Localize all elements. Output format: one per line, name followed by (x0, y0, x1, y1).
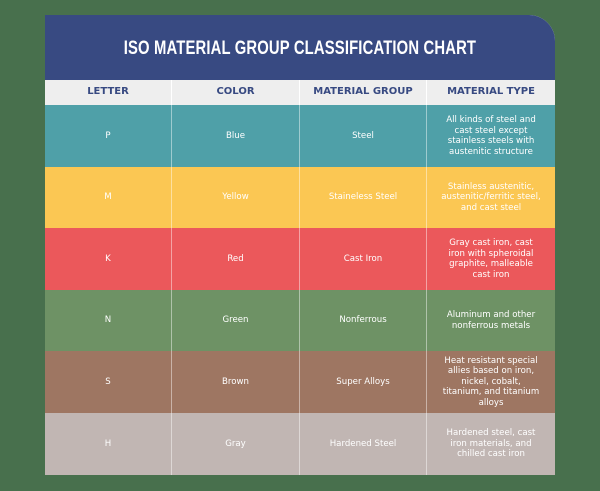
color-cell: Brown (172, 351, 300, 413)
column-header-material-type: MATERIAL TYPE (447, 86, 535, 98)
material-type-cell: All kinds of steel and cast steel except… (446, 115, 536, 157)
letter-cell: N (45, 290, 172, 351)
table-row-m: M Yellow Staineless Steel Stainless aust… (45, 167, 555, 228)
column-header-letter: LETTER (45, 80, 172, 105)
color-cell: Yellow (172, 167, 300, 228)
table-row-n: N Green Nonferrous Aluminum and other no… (45, 290, 555, 351)
table-row-h: H Gray Hardened Steel Hardened steel, ca… (45, 413, 555, 475)
table-row-p: P Blue Steel All kinds of steel and cast… (45, 105, 555, 167)
table-row-k: K Red Cast Iron Gray cast iron, cast iro… (45, 228, 555, 290)
material-group-cell: Nonferrous (300, 290, 427, 351)
material-type-cell: Aluminum and other nonferrous metals (446, 310, 536, 331)
title-bar: ISO MATERIAL GROUP CLASSIFICATION CHART (45, 15, 555, 80)
material-type-cell: Gray cast iron, cast iron with spheroida… (448, 238, 534, 280)
material-group-cell: Cast Iron (300, 228, 427, 290)
column-header-material-group: MATERIAL GROUP (300, 80, 427, 105)
material-group-cell: Hardened Steel (300, 413, 427, 475)
letter-cell: K (45, 228, 172, 290)
color-cell: Red (172, 228, 300, 290)
table-row-s: S Brown Super Alloys Heat resistant spec… (45, 351, 555, 413)
material-type-cell: Heat resistant special allies based on i… (442, 355, 540, 408)
classification-card: ISO MATERIAL GROUP CLASSIFICATION CHART … (45, 15, 555, 475)
material-type-cell: Stainless austenitic, austenitic/ferriti… (441, 181, 541, 213)
color-cell: Blue (172, 105, 300, 167)
table-header: LETTER COLOR MATERIAL GROUP MATERIAL TYP… (45, 80, 555, 105)
color-cell: Green (172, 290, 300, 351)
material-group-cell: Staineless Steel (300, 167, 427, 228)
column-header-color: COLOR (172, 80, 300, 105)
letter-cell: H (45, 413, 172, 475)
material-group-cell: Super Alloys (300, 351, 427, 413)
letter-cell: M (45, 167, 172, 228)
letter-cell: S (45, 351, 172, 413)
page-title: ISO MATERIAL GROUP CLASSIFICATION CHART (123, 37, 477, 59)
color-cell: Gray (172, 413, 300, 475)
material-group-cell: Steel (300, 105, 427, 167)
material-type-cell: Hardened steel, cast iron materials, and… (446, 428, 536, 460)
letter-cell: P (45, 105, 172, 167)
